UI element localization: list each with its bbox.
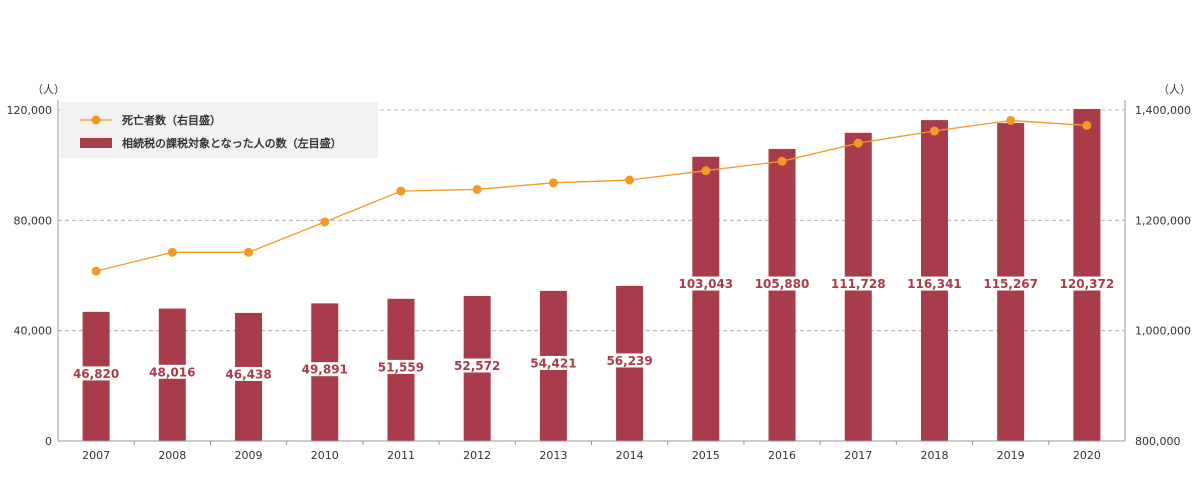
line-layer [91, 115, 1092, 276]
bar-label: 54,421 [530, 356, 576, 370]
deaths-point [548, 178, 558, 188]
legend-background [60, 102, 378, 158]
legend-marker-swatch [91, 115, 101, 125]
left-tick-label: 80,000 [14, 214, 53, 227]
x-tick-label: 2008 [158, 449, 186, 462]
legend-label-deaths: 死亡者数（右目盛） [122, 113, 221, 127]
bar [768, 148, 796, 441]
bar-label-bg [529, 355, 578, 370]
bar-label: 52,572 [454, 359, 500, 373]
bar-label-bg [982, 276, 1039, 291]
bar-label-bg [677, 276, 734, 291]
bar-label: 103,043 [678, 277, 733, 291]
left-tick-label: 0 [45, 435, 52, 448]
deaths-point [320, 217, 330, 227]
bar-label-bg [605, 353, 654, 368]
deaths-point [167, 247, 177, 257]
bar-label: 115,267 [983, 277, 1038, 291]
legend-label-taxable: 相続税の課税対象となった人の数（左目盛） [122, 136, 342, 150]
bar-label: 48,016 [149, 365, 195, 379]
bar-label: 49,891 [302, 363, 348, 377]
deaths-point [244, 247, 254, 257]
x-tick-label: 2012 [463, 449, 491, 462]
bar-label-bg [906, 276, 963, 291]
x-tick-label: 2009 [235, 449, 263, 462]
x-tick-label: 2010 [311, 449, 339, 462]
right-tick-label: 1,400,000 [1135, 104, 1191, 117]
bar-layer: 46,820 48,016 46,438 49,891 51,559 52,572 54,4… [71, 108, 1115, 442]
bar-label: 51,559 [378, 360, 424, 374]
bar-label-bg [148, 364, 197, 379]
legend: 死亡者数（右目盛） 相続税の課税対象となった人の数（左目盛） [60, 102, 378, 158]
x-tick-label: 2020 [1073, 449, 1101, 462]
deaths-point [396, 186, 406, 196]
bar-label: 120,372 [1060, 277, 1115, 291]
bar-label-bg [754, 276, 810, 291]
x-tick-label: 2016 [768, 449, 796, 462]
deaths-point [853, 138, 863, 148]
x-tick-label: 2007 [82, 449, 110, 462]
x-tick-label: 2014 [616, 449, 644, 462]
left-axis-unit: （人） [32, 83, 65, 96]
x-tick-label: 2013 [539, 449, 567, 462]
legend-bar-swatch [80, 138, 112, 148]
bar-label-bg [224, 366, 273, 381]
deaths-point [929, 126, 939, 136]
x-tick-label: 2015 [692, 449, 720, 462]
deaths-point [91, 266, 101, 276]
bar-label-bg [1058, 276, 1115, 291]
bar-label-bg [71, 366, 121, 381]
left-tick-label: 40,000 [14, 325, 53, 338]
deaths-point [1006, 115, 1016, 125]
deaths-point [777, 156, 787, 166]
deaths-point [472, 184, 482, 194]
bar-label: 116,341 [907, 277, 962, 291]
bar [1073, 108, 1101, 441]
deaths-point [1082, 120, 1092, 130]
x-tick-label: 2011 [387, 449, 415, 462]
x-tick-label: 2018 [920, 449, 948, 462]
bar [692, 156, 720, 441]
deaths-point [701, 166, 711, 176]
deaths-point [625, 175, 635, 185]
right-tick-label: 1,000,000 [1135, 325, 1191, 338]
bar-label: 46,438 [225, 367, 271, 381]
bar-label-bg [300, 362, 349, 377]
right-tick-label: 800,000 [1135, 435, 1181, 448]
x-tick-label: 2017 [844, 449, 872, 462]
left-tick-label: 120,000 [7, 104, 53, 117]
bar-label-bg [452, 358, 502, 373]
bar-label-bg [830, 276, 887, 291]
x-tick-label: 2019 [997, 449, 1025, 462]
bar-label: 111,728 [831, 277, 886, 291]
deaths-line [95, 119, 1087, 272]
axis-layer: （人） （人） 0 40,000 80,000 120,000 800,000 1,000… [7, 83, 1192, 462]
bar-label: 46,820 [73, 367, 119, 381]
right-tick-label: 1,200,000 [1135, 214, 1191, 227]
bar-label: 56,239 [606, 354, 652, 368]
right-axis-unit: （人） [1158, 83, 1191, 96]
bar-label-bg [376, 359, 426, 374]
bar-label: 105,880 [755, 277, 810, 291]
